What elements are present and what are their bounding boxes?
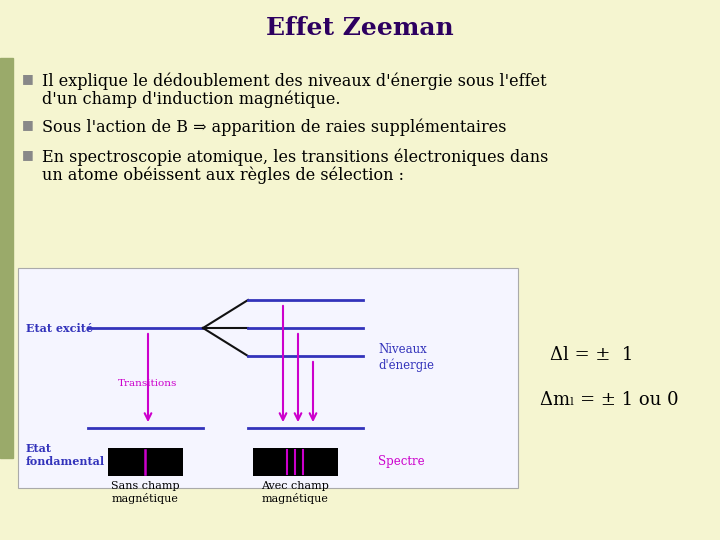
Text: Δmₗ = ± 1 ou 0: Δmₗ = ± 1 ou 0	[540, 391, 679, 409]
Text: Il explique le dédoublement des niveaux d'énergie sous l'effet: Il explique le dédoublement des niveaux …	[42, 72, 546, 90]
Bar	[0, 58, 13, 458]
Text: ■: ■	[22, 72, 34, 85]
Text: ■: ■	[22, 148, 34, 161]
Text: Δl = ±  1: Δl = ± 1	[550, 346, 634, 364]
Text: Transitions: Transitions	[118, 379, 178, 388]
Bar	[18, 268, 518, 488]
Text: ■: ■	[22, 118, 34, 131]
Text: Etat
fondamental: Etat fondamental	[26, 443, 105, 467]
Text: Etat excité: Etat excité	[26, 322, 93, 334]
Text: un atome obéissent aux règles de sélection :: un atome obéissent aux règles de sélecti…	[42, 166, 404, 184]
Text: Niveaux
d'énergie: Niveaux d'énergie	[378, 343, 434, 372]
Text: Avec champ
magnétique: Avec champ magnétique	[261, 481, 329, 504]
Bar	[108, 448, 183, 476]
Text: Sans champ
magnétique: Sans champ magnétique	[111, 481, 179, 504]
Text: d'un champ d'induction magnétique.: d'un champ d'induction magnétique.	[42, 90, 341, 107]
Bar	[253, 448, 338, 476]
Text: Spectre: Spectre	[378, 456, 425, 469]
Text: En spectroscopie atomique, les transitions électroniques dans: En spectroscopie atomique, les transitio…	[42, 148, 549, 165]
Text: Sous l'action de B ⇒ apparition de raies supplémentaires: Sous l'action de B ⇒ apparition de raies…	[42, 118, 506, 136]
Text: Effet Zeeman: Effet Zeeman	[266, 16, 454, 40]
